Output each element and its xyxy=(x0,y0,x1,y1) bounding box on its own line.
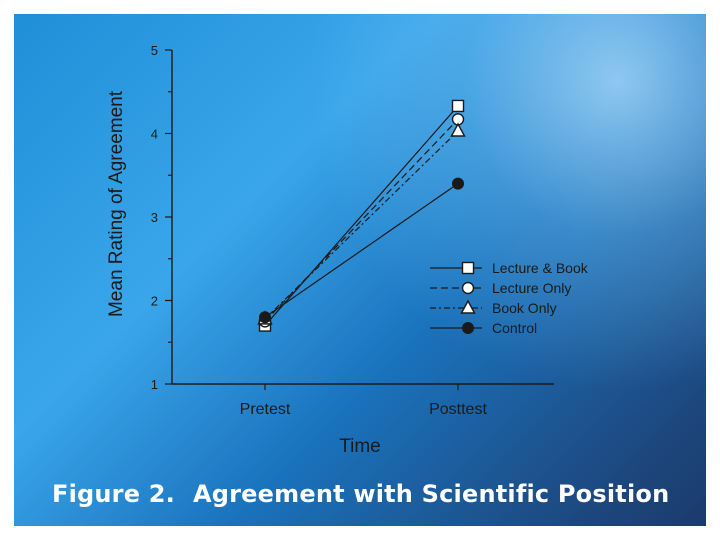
legend-marker xyxy=(462,322,474,334)
legend-label: Lecture & Book xyxy=(492,260,589,276)
y-tick-label: 2 xyxy=(151,294,158,309)
legend-item: Control xyxy=(430,320,537,336)
data-point xyxy=(259,311,271,324)
legend-marker xyxy=(460,299,476,314)
series-line xyxy=(264,183,459,318)
data-point xyxy=(451,99,465,113)
series-line xyxy=(264,130,459,320)
x-tick-label: Pretest xyxy=(240,401,291,418)
y-tick-label: 5 xyxy=(151,43,158,58)
series-line xyxy=(264,105,459,326)
legend-marker xyxy=(461,261,475,275)
figure-label: Figure 2. xyxy=(52,480,175,508)
y-tick-label: 1 xyxy=(151,377,158,392)
chart-axes: 1 2 3 4 5 Pretest Posttest xyxy=(151,43,554,418)
data-point xyxy=(452,177,464,190)
chart-legend: Lecture & Book Lecture Only Book Only Contr… xyxy=(430,260,589,336)
chart-series xyxy=(257,99,466,332)
data-point xyxy=(450,122,466,137)
series-line xyxy=(264,118,459,322)
y-axis-label: Mean Rating of Agreement xyxy=(106,90,127,317)
figure-caption: Figure 2. Agreement with Scientific Posit… xyxy=(52,480,692,516)
series-control xyxy=(259,177,464,324)
series-lecture-only xyxy=(258,113,465,328)
y-tick-label: 4 xyxy=(151,127,158,142)
x-tick-label: Posttest xyxy=(429,401,487,418)
legend-item: Lecture & Book xyxy=(430,260,589,276)
series-book-only xyxy=(257,122,466,325)
legend-label: Book Only xyxy=(492,300,557,316)
series-lecture-book xyxy=(258,99,465,332)
y-tick-label: 3 xyxy=(151,210,158,225)
legend-item: Book Only xyxy=(430,299,557,316)
slide-background: 1 2 3 4 5 Pretest Posttest Lecture & Book Lectu… xyxy=(14,14,706,526)
x-axis-label: Time xyxy=(339,436,381,457)
legend-marker xyxy=(461,281,475,295)
legend-item: Lecture Only xyxy=(430,280,571,296)
figure-title: Agreement with Scientific Position xyxy=(192,480,670,508)
legend-label: Control xyxy=(492,320,537,336)
legend-label: Lecture Only xyxy=(492,280,571,296)
